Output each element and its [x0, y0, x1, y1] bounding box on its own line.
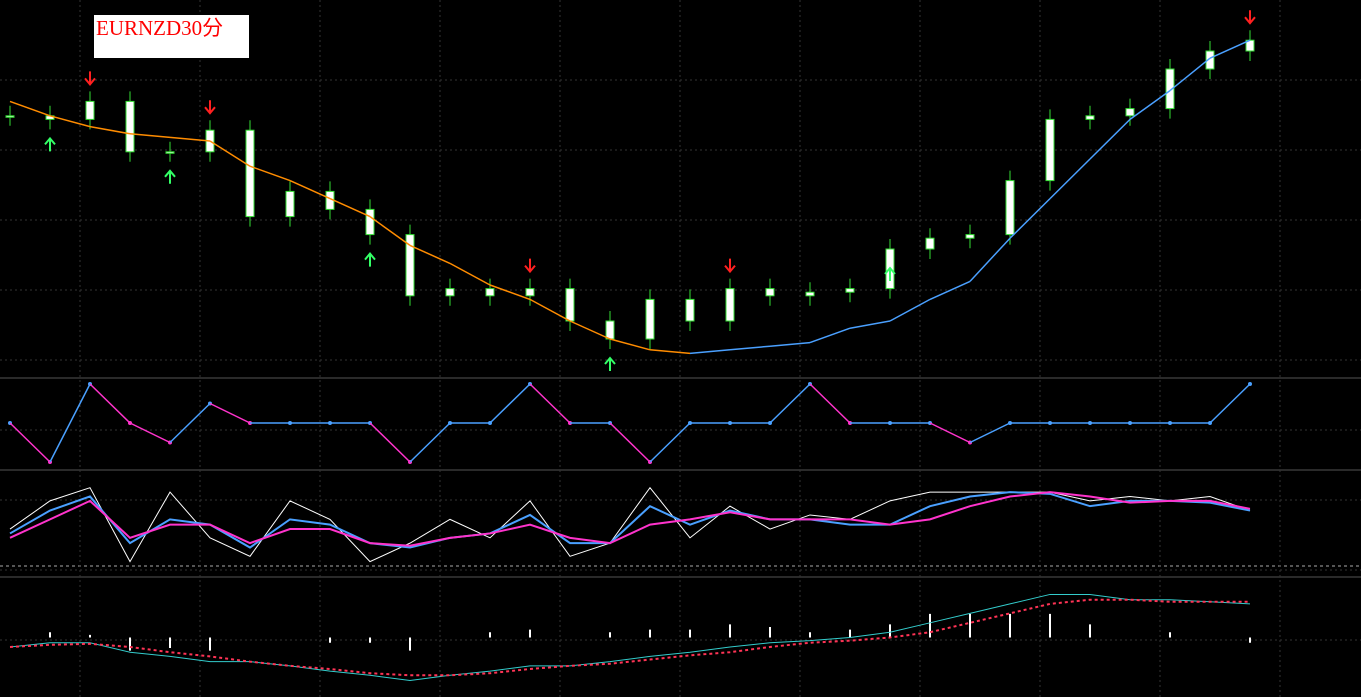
- moving-average: [49, 115, 91, 128]
- moving-average: [289, 179, 331, 200]
- candle-body: [1205, 50, 1215, 70]
- sell-arrow: [84, 71, 96, 86]
- candle-body: [485, 288, 495, 297]
- candle-body: [1165, 68, 1175, 110]
- candle-body: [645, 298, 655, 340]
- candle-body: [405, 234, 415, 297]
- candle-body: [765, 288, 775, 297]
- moving-average: [449, 262, 491, 286]
- candle-body: [365, 208, 375, 236]
- oscillator-segment: [209, 402, 251, 424]
- oscillator-segment: [489, 383, 531, 424]
- candle-body: [5, 115, 15, 118]
- candle-body: [805, 291, 815, 297]
- oscillator-segment: [409, 422, 451, 463]
- moving-average: [889, 298, 931, 322]
- candle-body: [845, 288, 855, 293]
- oscillator-segment: [1209, 383, 1251, 424]
- sell-arrow: [524, 258, 536, 274]
- candle-body: [525, 288, 535, 297]
- candle-body: [565, 288, 575, 322]
- moving-average: [1209, 39, 1251, 59]
- oscillator-segment: [609, 422, 651, 463]
- sell-arrow: [724, 258, 736, 274]
- candle-body: [605, 320, 615, 340]
- candle-body: [1045, 118, 1055, 182]
- buy-arrow: [604, 356, 616, 371]
- moving-average: [1169, 57, 1211, 92]
- moving-average: [129, 133, 171, 139]
- oscillator-segment: [809, 383, 851, 424]
- moving-average: [849, 320, 891, 329]
- candle-body: [1005, 180, 1015, 236]
- chart-title: EURNZD30分: [96, 16, 223, 40]
- oscillator-segment: [369, 422, 411, 463]
- moving-average: [1009, 198, 1051, 239]
- sell-arrow: [204, 100, 216, 115]
- candle-body: [165, 151, 175, 154]
- moving-average: [169, 136, 211, 142]
- moving-average: [609, 338, 651, 351]
- candle-body: [1085, 115, 1095, 120]
- moving-average: [969, 237, 1011, 282]
- moving-average: [89, 125, 131, 135]
- oscillator-dot: [1248, 382, 1252, 386]
- moving-average: [809, 327, 851, 344]
- candle-body: [245, 129, 255, 218]
- oscillator-segment: [89, 383, 131, 424]
- moving-average: [249, 165, 291, 182]
- buy-arrow: [364, 252, 376, 267]
- buy-arrow: [44, 136, 56, 152]
- moving-average: [369, 215, 411, 247]
- moving-average: [489, 284, 531, 301]
- moving-average: [1129, 89, 1171, 121]
- moving-average: [689, 349, 731, 355]
- indicator-line: [9, 593, 1251, 682]
- candle-body: [285, 190, 295, 218]
- candle-body: [685, 298, 695, 322]
- moving-average: [9, 100, 51, 117]
- moving-average: [729, 345, 771, 351]
- oscillator-segment: [769, 383, 811, 424]
- oscillator-segment: [49, 383, 91, 463]
- candle-body: [85, 100, 95, 120]
- buy-arrow: [884, 266, 896, 281]
- moving-average: [1049, 158, 1091, 200]
- moving-average: [409, 244, 451, 265]
- oscillator-segment: [9, 422, 51, 463]
- oscillator-segment: [929, 422, 971, 444]
- candle-body: [725, 288, 735, 322]
- candle-body: [1125, 108, 1135, 117]
- oscillator-segment: [649, 422, 691, 463]
- moving-average: [1089, 118, 1131, 160]
- moving-average: [769, 341, 811, 347]
- title-box: [94, 15, 249, 58]
- candle-body: [125, 100, 135, 153]
- moving-average: [529, 298, 571, 322]
- oscillator-segment: [129, 422, 171, 444]
- moving-average: [649, 349, 691, 355]
- oscillator-segment: [169, 402, 211, 444]
- oscillator-segment: [969, 422, 1011, 444]
- sell-arrow: [1244, 10, 1256, 25]
- candle-body: [965, 234, 975, 239]
- moving-average: [569, 320, 611, 340]
- moving-average: [329, 197, 371, 218]
- moving-average: [929, 280, 971, 301]
- buy-arrow: [164, 169, 176, 184]
- oscillator-segment: [529, 383, 571, 424]
- moving-average: [209, 140, 251, 167]
- candle-body: [445, 288, 455, 297]
- candle-body: [925, 237, 935, 250]
- indicator-line: [9, 491, 1251, 547]
- indicator-line: [9, 598, 1250, 677]
